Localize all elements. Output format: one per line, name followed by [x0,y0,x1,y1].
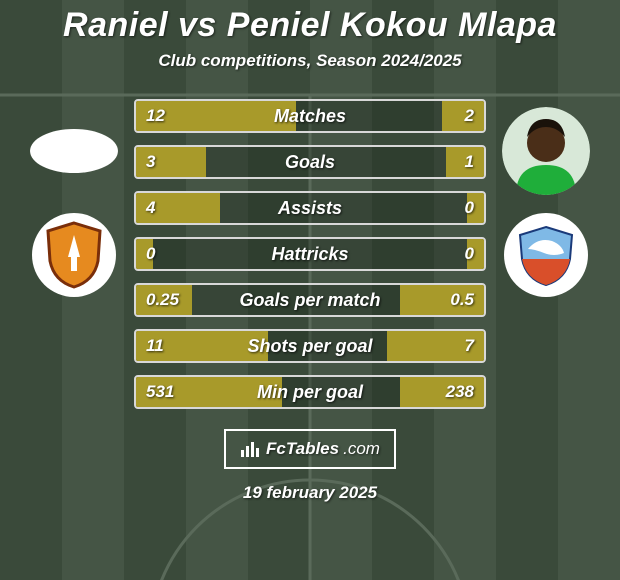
stat-label: Matches [136,101,484,131]
stat-row: 531238Min per goal [134,375,486,409]
player2-avatar [502,107,590,195]
brand-box: FcTables.com [224,429,396,469]
stat-label: Goals per match [136,285,484,315]
right-player-column [486,99,606,297]
brand-name: FcTables [266,439,339,459]
stat-label: Min per goal [136,377,484,407]
stat-track: 40Assists [134,191,486,225]
stat-label: Goals [136,147,484,177]
stat-label: Assists [136,193,484,223]
vs-label: vs [178,6,217,44]
stat-track: 31Goals [134,145,486,179]
stat-label: Shots per goal [136,331,484,361]
stat-row: 40Assists [134,191,486,225]
player1-club-crest [32,213,116,297]
brand-suffix: .com [343,439,380,459]
shield-icon [514,223,578,287]
stat-track: 531238Min per goal [134,375,486,409]
stat-row: 0.250.5Goals per match [134,283,486,317]
stats-bars: 122Matches 31Goals 40Assists 00Hattricks 0.2… [134,99,486,409]
player2-name: Peniel Kokou Mlapa [227,6,557,44]
stat-row: 117Shots per goal [134,329,486,363]
left-player-column [14,99,134,297]
stat-track: 0.250.5Goals per match [134,283,486,317]
player1-avatar [30,107,118,195]
chart-icon [240,440,262,458]
stat-track: 122Matches [134,99,486,133]
main-row: 122Matches 31Goals 40Assists 00Hattricks 0.2… [0,99,620,409]
comparison-title: Raniel vs Peniel Kokou Mlapa [63,6,557,45]
player2-club-crest [504,213,588,297]
stat-row: 00Hattricks [134,237,486,271]
shield-icon [44,221,104,289]
subtitle: Club competitions, Season 2024/2025 [158,51,461,71]
stat-row: 31Goals [134,145,486,179]
stat-row: 122Matches [134,99,486,133]
stat-track: 117Shots per goal [134,329,486,363]
avatar-icon [502,107,590,195]
stat-label: Hattricks [136,239,484,269]
player1-name: Raniel [63,6,168,44]
date: 19 february 2025 [243,483,377,503]
placeholder-ellipse-icon [30,129,118,173]
stat-track: 00Hattricks [134,237,486,271]
